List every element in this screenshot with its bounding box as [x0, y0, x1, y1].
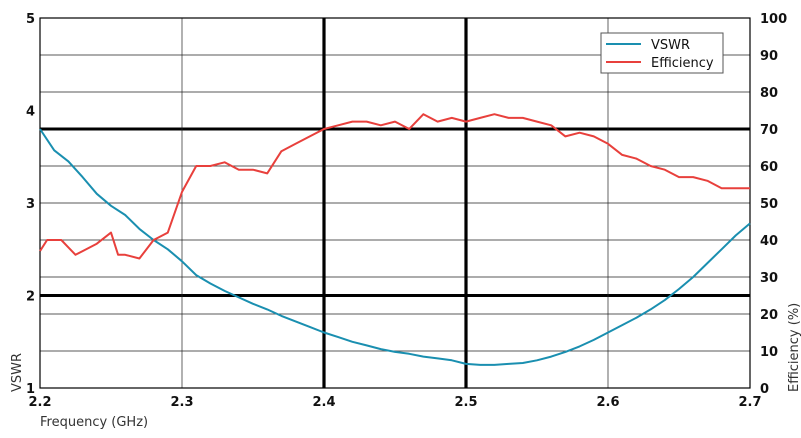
- x-tick-label: 2.2: [28, 395, 51, 410]
- y2-tick-label: 40: [760, 234, 778, 249]
- y2-tick-label: 0: [760, 382, 769, 397]
- y2-tick-label: 90: [760, 49, 778, 64]
- legend-label-vswr: VSWR: [651, 38, 690, 53]
- y2-tick-label: 50: [760, 197, 778, 212]
- series-lines: [39, 113, 751, 366]
- tick-labels: 2.2 2.3 2.4 2.5 2.6 2.71234501020304050607080…: [26, 12, 787, 410]
- y-tick-label: 3: [26, 197, 35, 212]
- y2-tick-label: 60: [760, 160, 778, 175]
- plot-border: [39, 17, 751, 389]
- y-axis-label: VSWR: [10, 353, 25, 392]
- plot-frame: [39, 17, 751, 389]
- y-tick-label: 5: [26, 12, 35, 27]
- x-tick-label: 2.4: [312, 395, 335, 410]
- y2-tick-label: 70: [760, 123, 778, 138]
- y2-tick-label: 100: [760, 12, 787, 27]
- legend-label-efficiency: Efficiency: [651, 56, 714, 71]
- y2-tick-label: 80: [760, 86, 778, 101]
- legend: VSWR Efficiency: [600, 32, 724, 74]
- y2-tick-label: 10: [760, 345, 778, 360]
- x-tick-label: 2.6: [596, 395, 619, 410]
- y2-axis-label: Efficiency (%): [787, 303, 801, 392]
- x-tick-label: 2.7: [738, 395, 761, 410]
- y-tick-label: 1: [26, 382, 35, 397]
- series-line-efficiency: [39, 113, 750, 260]
- x-tick-label: 2.3: [170, 395, 193, 410]
- y2-tick-label: 30: [760, 271, 778, 286]
- y-tick-label: 4: [26, 105, 35, 120]
- series-line-vswr: [39, 128, 751, 366]
- x-tick-label: 2.5: [454, 395, 477, 410]
- x-axis-label: Frequency (GHz): [40, 415, 148, 430]
- legend-box: [600, 32, 724, 74]
- y-tick-label: 2: [26, 290, 35, 305]
- y2-tick-label: 20: [760, 308, 778, 323]
